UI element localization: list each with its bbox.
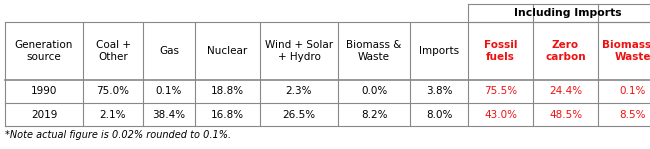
Text: 3.8%: 3.8%	[426, 87, 452, 97]
Text: Biomass &
Waste: Biomass & Waste	[346, 40, 402, 62]
Text: Gas: Gas	[159, 46, 179, 56]
Text: 2.3%: 2.3%	[286, 87, 312, 97]
Text: 24.4%: 24.4%	[549, 87, 582, 97]
Text: 8.2%: 8.2%	[361, 110, 387, 119]
Text: 0.1%: 0.1%	[620, 87, 646, 97]
Text: Nuclear: Nuclear	[207, 46, 248, 56]
Text: Imports: Imports	[419, 46, 459, 56]
Text: Wind + Solar
+ Hydro: Wind + Solar + Hydro	[265, 40, 333, 62]
Text: 2019: 2019	[31, 110, 57, 119]
Text: Coal +
Other: Coal + Other	[96, 40, 131, 62]
Text: Including Imports: Including Imports	[514, 8, 622, 18]
Text: 18.8%: 18.8%	[211, 87, 244, 97]
Text: 8.5%: 8.5%	[619, 110, 646, 119]
Text: 1990: 1990	[31, 87, 57, 97]
Text: *Note actual figure is 0.02% rounded to 0.1%.: *Note actual figure is 0.02% rounded to …	[5, 130, 231, 140]
Text: 43.0%: 43.0%	[484, 110, 517, 119]
Text: 2.1%: 2.1%	[99, 110, 126, 119]
Text: 8.0%: 8.0%	[426, 110, 452, 119]
Text: 75.0%: 75.0%	[96, 87, 129, 97]
Text: 75.5%: 75.5%	[484, 87, 517, 97]
Text: 0.0%: 0.0%	[361, 87, 387, 97]
Text: 0.1%: 0.1%	[156, 87, 182, 97]
Text: Fossil
fuels: Fossil fuels	[484, 40, 517, 62]
Text: Zero
carbon: Zero carbon	[545, 40, 586, 62]
Text: 48.5%: 48.5%	[549, 110, 582, 119]
Text: 38.4%: 38.4%	[153, 110, 185, 119]
Text: Generation
source: Generation source	[15, 40, 73, 62]
Text: 16.8%: 16.8%	[211, 110, 244, 119]
Text: Biomass &
Waste: Biomass & Waste	[602, 40, 650, 62]
Text: 26.5%: 26.5%	[283, 110, 315, 119]
